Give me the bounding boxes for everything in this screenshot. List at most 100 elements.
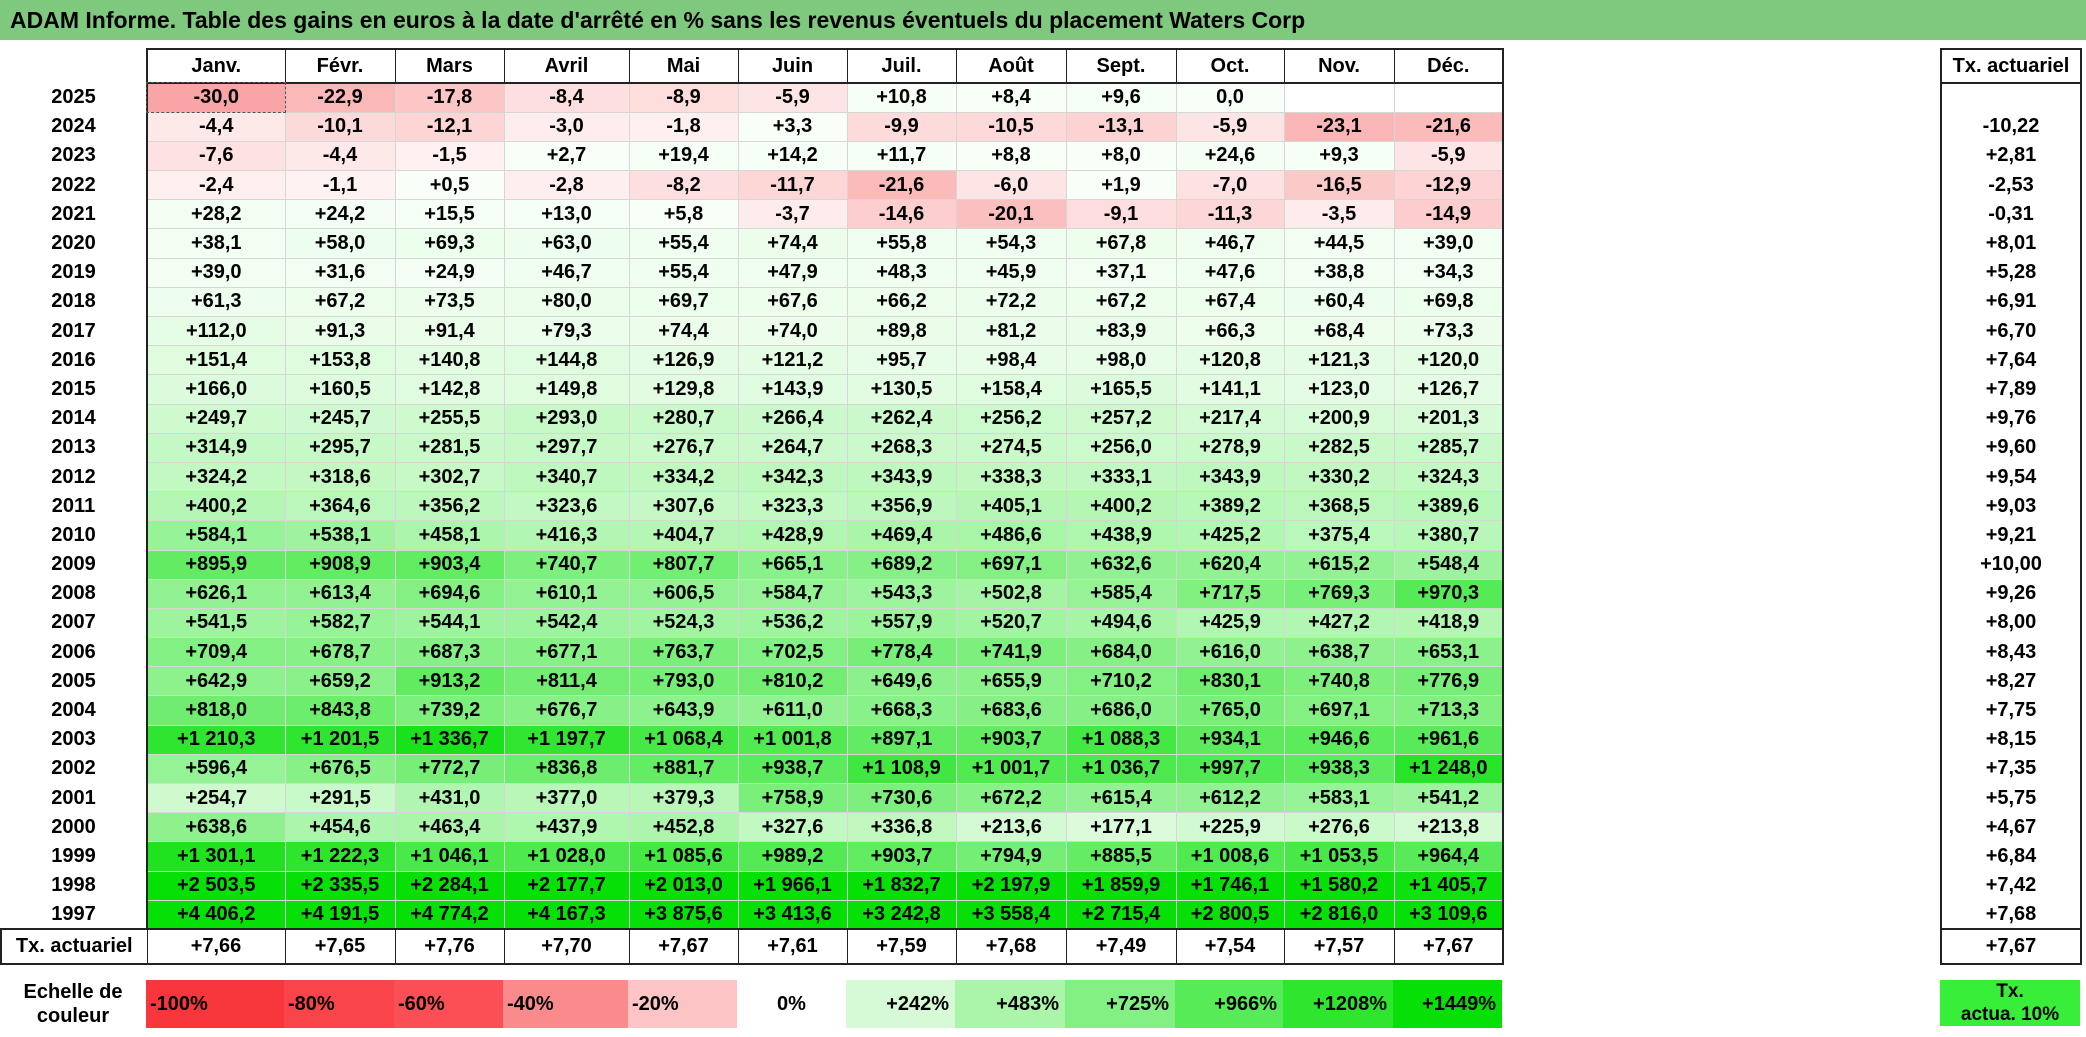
gain-cell: +19,4: [628, 140, 739, 172]
gain-cell: +79,3: [503, 315, 630, 347]
table-row: 2007 +541,5 +582,7 +544,1 +542,4 +524,3 +536,2…: [1, 607, 1504, 639]
year-label: 2013: [1, 433, 147, 463]
gain-cell: +452,8: [628, 812, 739, 843]
month-header-10: Oct.: [1175, 48, 1285, 84]
gain-cell: +717,5: [1175, 578, 1285, 609]
gain-cell: +486,6: [955, 520, 1067, 551]
gain-cell: +297,7: [503, 432, 630, 463]
rate-value: +8,00: [1940, 608, 2082, 638]
gain-cell: +318,6: [284, 461, 396, 493]
gain-cell: +151,4: [146, 345, 286, 376]
gain-cell: +324,3: [1393, 461, 1504, 493]
year-label: 2021: [1, 199, 147, 229]
gain-cell: +1 222,3: [284, 841, 396, 872]
gain-cell: +686,0: [1065, 695, 1177, 726]
gain-cell: +626,1: [146, 578, 286, 609]
gain-cell: +24,2: [284, 199, 396, 230]
table-row: 2003 +1 210,3 +1 201,5 +1 336,7 +1 197,7 +1 0…: [1, 724, 1504, 755]
gain-cell: 0,0: [1175, 81, 1285, 113]
gain-cell: +1 053,5: [1283, 841, 1395, 872]
gain-cell: +342,3: [737, 461, 848, 493]
table-row: 2013 +314,9 +295,7 +281,5 +297,7 +276,7 +264,7…: [1, 432, 1504, 463]
gain-cell: +615,4: [1065, 782, 1177, 814]
gain-cell: +964,4: [1393, 841, 1504, 872]
gain-cell: +1 336,7: [394, 724, 505, 755]
gain-cell: +437,9: [503, 812, 630, 843]
gain-cell: +255,5: [394, 403, 505, 434]
gain-cell: +4 774,2: [394, 899, 505, 931]
year-label: 2015: [1, 374, 147, 405]
footer-rate-2: +7,65: [284, 928, 395, 966]
gain-cell: +262,4: [846, 403, 957, 434]
gain-cell: +13,0: [503, 199, 630, 230]
rate-value: +9,76: [1940, 404, 2082, 434]
gain-cell: -2,4: [146, 170, 286, 201]
table-row: 2021 +28,2 +24,2 +15,5 +13,0 +5,8 -3,7 -14,6 -20…: [1, 199, 1504, 230]
month-header-7: Juil.: [846, 48, 957, 84]
gain-cell: +177,1: [1065, 812, 1177, 843]
gain-cell: +811,4: [503, 666, 630, 697]
gain-cell: +672,2: [955, 782, 1067, 814]
gain-cell: +225,9: [1175, 812, 1285, 843]
gain-cell: +405,1: [955, 491, 1067, 522]
color-scale-swatch: -60%: [394, 980, 503, 1028]
gain-cell: +428,9: [737, 520, 848, 551]
gain-cell: +643,9: [628, 695, 739, 726]
gain-cell: -5,9: [1393, 140, 1504, 172]
gain-cell: +776,9: [1393, 666, 1504, 697]
gain-cell: +1 832,7: [846, 870, 957, 901]
gain-cell: +55,8: [846, 228, 957, 259]
gain-cell: +638,6: [146, 812, 286, 843]
gain-cell: -1,1: [284, 170, 396, 201]
color-scale-swatch: -100%: [146, 980, 284, 1028]
gain-cell: +67,8: [1065, 228, 1177, 259]
color-scale-label: Echelle de couleur: [0, 980, 146, 1028]
month-header-6: Juin: [737, 48, 848, 84]
gain-cell: -5,9: [1175, 111, 1285, 142]
footer-rate-11: +7,57: [1283, 928, 1394, 966]
gain-cell: +3 875,6: [628, 899, 739, 931]
gain-cell: +39,0: [146, 257, 286, 288]
gain-cell: +60,4: [1283, 286, 1395, 318]
gain-cell: +291,5: [284, 782, 396, 814]
rate-value: +8,01: [1940, 228, 2082, 259]
rate-value: +7,89: [1940, 374, 2082, 405]
corner-cell: [1, 49, 147, 83]
gain-cell: +676,5: [284, 753, 396, 785]
gain-cell: +257,2: [1065, 403, 1177, 434]
year-label: 2001: [1, 783, 147, 813]
gain-cell: +149,8: [503, 374, 630, 405]
table-row: 2000 +638,6 +454,6 +463,4 +437,9 +452,8 +327,6…: [1, 812, 1504, 843]
gain-cell: +324,2: [146, 461, 286, 493]
gain-cell: +8,8: [955, 140, 1067, 172]
color-scale-swatch: +1449%: [1393, 980, 1502, 1028]
gain-cell: +256,0: [1065, 432, 1177, 463]
table-row: 2009 +895,9 +908,9 +903,4 +740,7 +807,7 +665,1…: [1, 549, 1504, 580]
gain-cell: +323,3: [737, 491, 848, 522]
gain-cell: +14,2: [737, 140, 848, 172]
table-row: 2011 +400,2 +364,6 +356,2 +323,6 +307,6 +323,3…: [1, 491, 1504, 522]
rate-value: -2,53: [1940, 170, 2082, 200]
gain-cell: +37,1: [1065, 257, 1177, 288]
gain-cell: +642,9: [146, 666, 286, 697]
gain-cell: +1 046,1: [394, 841, 505, 872]
gain-cell: +98,0: [1065, 345, 1177, 376]
gain-cell: +2 503,5: [146, 870, 286, 901]
gain-cell: +83,9: [1065, 315, 1177, 347]
gain-cell: +375,4: [1283, 520, 1395, 551]
gain-cell: +730,6: [846, 782, 957, 814]
gain-cell: +903,4: [394, 549, 505, 580]
gain-cell: +665,1: [737, 549, 848, 580]
gain-cell: +330,2: [1283, 461, 1395, 493]
gain-cell: +98,4: [955, 345, 1067, 376]
gain-cell: -3,5: [1283, 199, 1395, 230]
gain-cell: +68,4: [1283, 315, 1395, 347]
gain-cell: +213,6: [955, 812, 1067, 843]
year-label: 2024: [1, 112, 147, 142]
gain-cell: +69,8: [1393, 286, 1504, 318]
gain-cell: +689,2: [846, 549, 957, 580]
gain-cell: +584,1: [146, 520, 286, 551]
gain-cell: +520,7: [955, 607, 1067, 639]
color-scale-swatch: -20%: [628, 980, 737, 1028]
gain-cell: -12,1: [394, 111, 505, 142]
